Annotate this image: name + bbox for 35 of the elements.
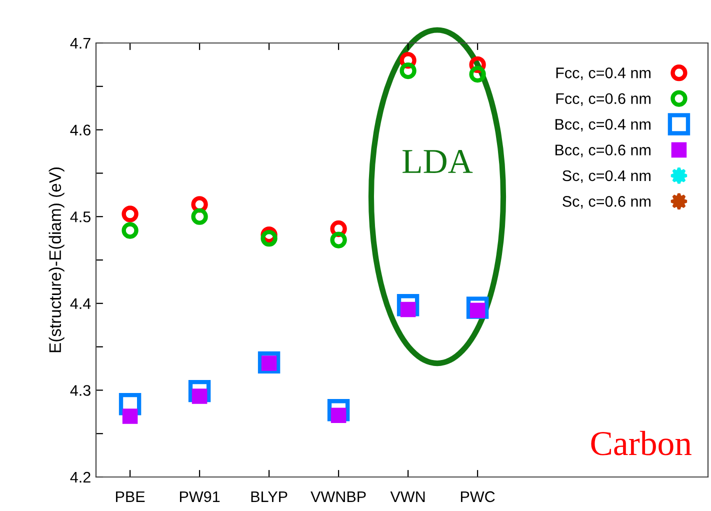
point	[188, 380, 211, 402]
point	[122, 222, 138, 239]
point	[258, 351, 280, 374]
x-tick-label: VWN	[390, 491, 425, 502]
y-tick-label: 4.3	[70, 385, 90, 396]
legend-label: Fcc, c=0.6 nm	[556, 93, 650, 106]
point	[122, 408, 138, 424]
point	[260, 230, 278, 247]
point	[327, 399, 350, 422]
x-tick-label: PWC	[460, 491, 495, 502]
point	[400, 62, 416, 80]
y-tick-label: 4.5	[70, 212, 90, 222]
point	[122, 206, 138, 222]
y-axis-title: E(structure)-E(diam) (eV)	[48, 168, 64, 352]
point	[469, 66, 486, 83]
legend-label: Bcc, c=0.6 nm	[556, 144, 650, 158]
y-tick-label: 4.6	[70, 124, 90, 136]
legend-label: Sc, c=0.6 nm	[562, 196, 650, 209]
x-tick-label: PW91	[180, 491, 220, 502]
point	[191, 208, 208, 225]
annotation: LDA	[402, 150, 473, 173]
text: Carbon	[591, 430, 692, 456]
x-tick-label: VWNBP	[310, 491, 366, 502]
point	[396, 294, 420, 316]
x-tick-label: PBE	[116, 491, 145, 502]
legend-label: Sc, c=0.4 nm	[562, 170, 650, 183]
point	[118, 392, 142, 416]
x-tick-label: BLYP	[251, 491, 288, 502]
y-tick-label: 4.2	[70, 472, 90, 483]
point	[330, 232, 347, 248]
y-tick-label: 4.4	[70, 298, 91, 309]
legend-label: Fcc, c=0.4 nm	[556, 68, 650, 80]
y-tick-label: 4.7	[70, 38, 90, 49]
point	[466, 296, 489, 319]
legend-label: Bcc, c=0.4 nm	[556, 118, 650, 132]
